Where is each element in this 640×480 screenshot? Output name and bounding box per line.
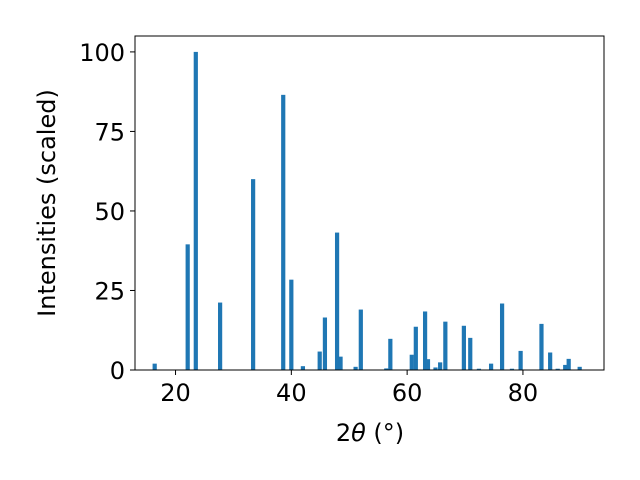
bar-11 (338, 356, 343, 370)
bar-20 (433, 367, 438, 370)
bar-0 (152, 363, 157, 370)
bar-23 (461, 325, 466, 370)
x-axis-label: 2θ (°) (336, 419, 404, 447)
bar-4 (251, 179, 256, 370)
y-tick-label-1: 25 (94, 277, 125, 305)
plot-area (135, 36, 604, 370)
y-tick-label-0: 0 (110, 357, 125, 385)
bar-26 (488, 363, 494, 370)
x-tick-label-2: 60 (392, 379, 423, 407)
y-axis-ticks: 0 25 50 75 100 (79, 39, 135, 385)
x-tick-label-1: 40 (276, 379, 307, 407)
x-tick-label-3: 80 (508, 379, 539, 407)
bar-2 (193, 51, 198, 371)
bar-14 (384, 368, 389, 370)
bar-17 (413, 326, 418, 370)
bar-10 (334, 232, 340, 370)
y-tick-label-3: 75 (94, 118, 125, 146)
bar-33 (563, 364, 568, 370)
bar-12 (353, 366, 358, 370)
bar-1 (185, 244, 190, 370)
bar-6 (289, 279, 294, 370)
plot-frame (134, 35, 605, 371)
bar-3 (218, 302, 223, 370)
bar-27 (499, 303, 505, 370)
bar-28 (509, 368, 515, 370)
y-tick-label-4: 100 (79, 39, 125, 67)
bar-13 (358, 309, 363, 370)
bar-29 (518, 350, 523, 370)
x-tick-label-0: 20 (160, 379, 191, 407)
bar-24 (468, 337, 473, 370)
bar-9 (322, 317, 328, 370)
bar-8 (317, 351, 322, 370)
bar-5 (281, 94, 286, 370)
bars-group (152, 51, 582, 371)
bar-7 (300, 366, 306, 370)
bar-25 (476, 368, 482, 370)
bar-34 (566, 358, 571, 370)
bar-30 (539, 323, 544, 370)
bar-21 (438, 362, 443, 370)
bar-35 (577, 366, 582, 370)
y-tick-label-2: 50 (94, 198, 125, 226)
bar-19 (425, 359, 431, 370)
bar-16 (409, 354, 414, 370)
bar-32 (555, 368, 560, 370)
bar-18 (422, 311, 428, 370)
bar-31 (548, 352, 553, 370)
x-axis-ticks: 20 40 60 80 (160, 370, 538, 407)
bar-15 (388, 338, 393, 370)
y-axis-label: Intensities (scaled) (33, 89, 61, 317)
bar-22 (443, 321, 448, 370)
